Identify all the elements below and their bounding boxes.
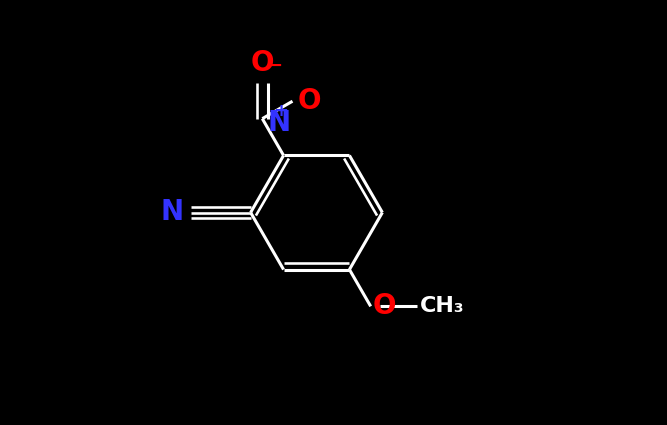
Text: −: − [267, 57, 281, 75]
Text: O: O [297, 87, 321, 115]
Text: N: N [267, 109, 291, 137]
Text: O: O [373, 292, 396, 320]
Text: +: + [273, 102, 287, 120]
Text: CH₃: CH₃ [420, 296, 464, 316]
Text: O: O [251, 48, 274, 76]
Text: N: N [160, 198, 183, 227]
